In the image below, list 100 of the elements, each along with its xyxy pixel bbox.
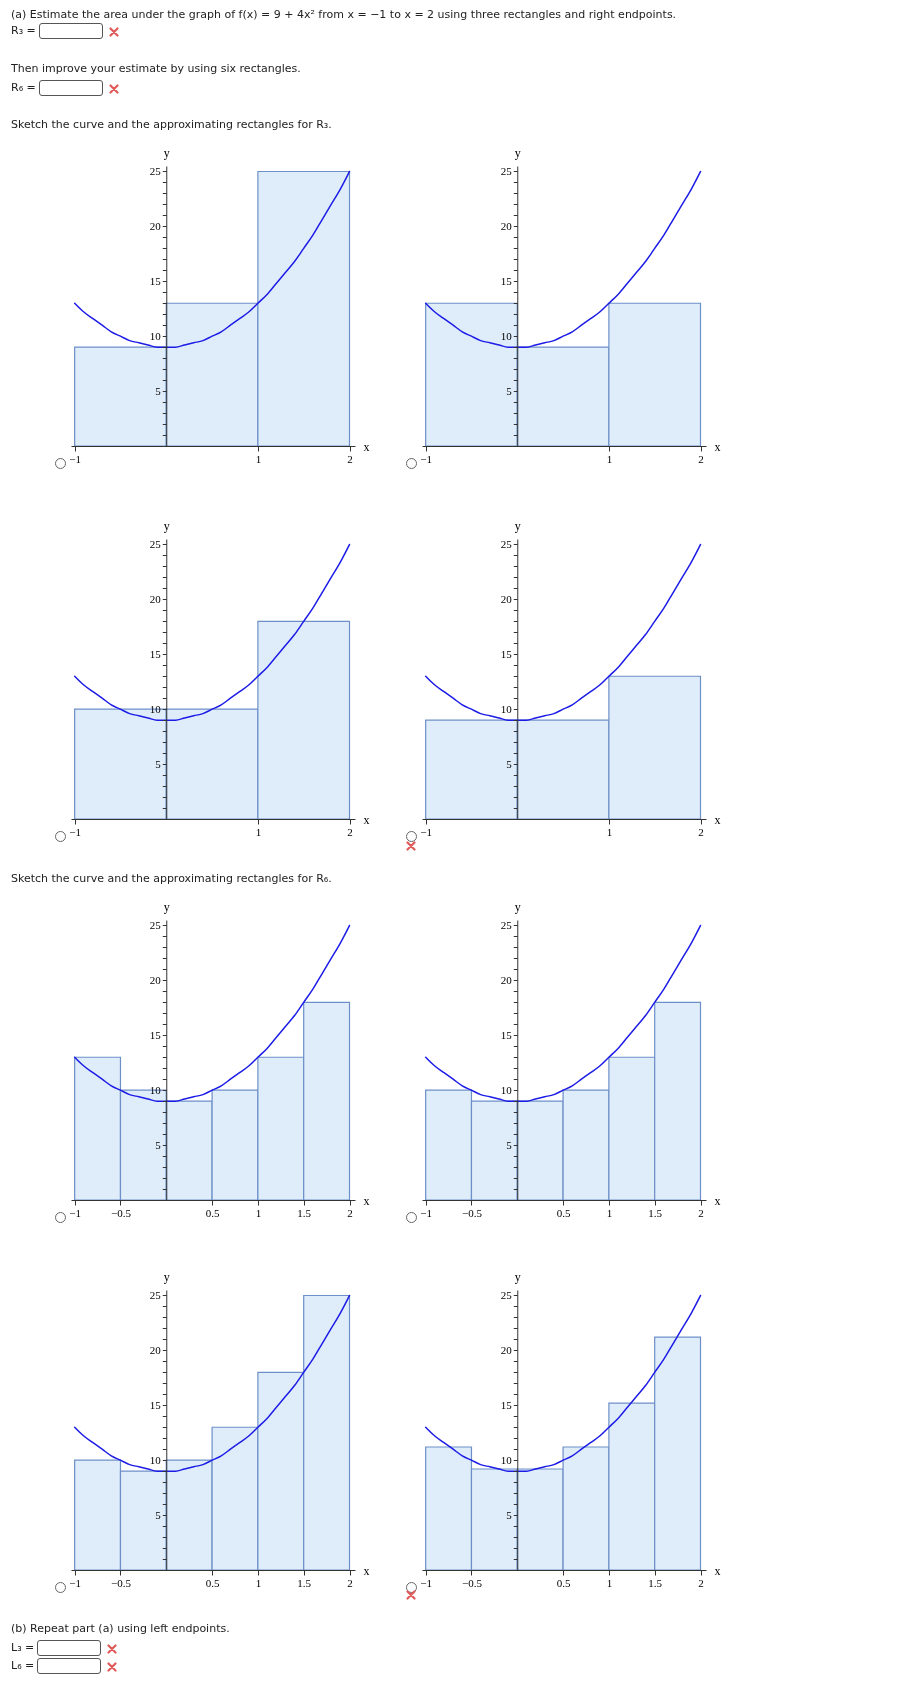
y-tick-label: 5 <box>155 757 162 770</box>
y-tick-label: 15 <box>149 1398 162 1411</box>
x-tick-label: −0.5 <box>461 1576 483 1588</box>
y-tick-label: 20 <box>149 973 162 986</box>
text: Then improve your estimate by using six rectangles. <box>11 61 301 77</box>
line-series <box>73 1294 351 1472</box>
x-tick-label: −1 <box>69 825 82 837</box>
x-axis-title: x <box>714 1193 721 1207</box>
y-tick-label: 10 <box>500 329 513 342</box>
x-tick-label: −1 <box>69 1206 82 1218</box>
text: R₆ = <box>11 80 36 96</box>
line-series <box>424 543 702 721</box>
x-tick-label: −1 <box>69 452 82 464</box>
y-axis-title: y <box>514 145 521 159</box>
y-tick-label: 15 <box>500 647 513 660</box>
y-axis-title: y <box>163 899 170 913</box>
x-axis-title: x <box>714 439 721 453</box>
y-tick-label: 10 <box>149 1453 162 1466</box>
x-tick-label: −1 <box>69 1576 82 1588</box>
text: R₃ = <box>11 23 36 39</box>
y-tick-label: 25 <box>500 1288 513 1301</box>
y-tick-label: 20 <box>500 1343 513 1356</box>
y-tick-label: 15 <box>500 1028 513 1041</box>
y-tick-label: 5 <box>155 1508 162 1521</box>
x-tick-label: 1.5 <box>297 1206 312 1218</box>
x-tick-label: 2 <box>698 452 704 464</box>
y-tick-label: 10 <box>500 1083 513 1096</box>
x-tick-label: −0.5 <box>110 1206 132 1218</box>
x-axis-title: x <box>363 1193 370 1207</box>
x-tick-label: 2 <box>347 825 353 837</box>
x-axis-title: x <box>714 1563 721 1577</box>
x-tick-label: 1 <box>606 825 613 837</box>
x-tick-label: 1.5 <box>648 1206 663 1218</box>
x-axis-title: x <box>363 1563 370 1577</box>
y-tick-label: 10 <box>500 1453 513 1466</box>
y-tick-label: 25 <box>500 537 513 550</box>
x-tick-label: 0.5 <box>205 1206 220 1218</box>
x-tick-label: 2 <box>698 825 704 837</box>
line-series <box>73 170 351 348</box>
y-tick-label: 25 <box>500 918 513 931</box>
text: Sketch the curve and the approximating rectangles for R₆. <box>11 871 332 887</box>
y-tick-label: 5 <box>506 757 513 770</box>
y-tick-label: 20 <box>500 592 513 605</box>
x-tick-label: 1.5 <box>648 1576 663 1588</box>
x-tick-label: 2 <box>698 1576 704 1588</box>
text: (a) Estimate the area under the graph of f(x) = 9 + 4x² from x = −1 to x = 2 using three rectangles and right endpoints. <box>11 7 677 23</box>
x-tick-label: 1 <box>606 452 613 464</box>
y-tick-label: 20 <box>500 973 513 986</box>
text: L₆ = <box>11 1658 35 1674</box>
y-tick-label: 15 <box>149 1028 162 1041</box>
x-tick-label: 1 <box>255 825 262 837</box>
y-tick-label: 25 <box>149 918 162 931</box>
y-axis-title: y <box>163 518 170 532</box>
x-tick-label: 1 <box>606 1206 613 1218</box>
text: Sketch the curve and the approximating rectangles for R₃. <box>11 117 332 133</box>
x-tick-label: 1 <box>255 452 262 464</box>
x-tick-label: 1.5 <box>297 1576 312 1588</box>
y-axis-title: y <box>163 145 170 159</box>
y-tick-label: 15 <box>500 1398 513 1411</box>
y-tick-label: 15 <box>149 274 162 287</box>
y-tick-label: 20 <box>500 219 513 232</box>
y-tick-label: 20 <box>149 592 162 605</box>
text: L₃ = <box>11 1640 35 1656</box>
x-tick-label: 2 <box>698 1206 704 1218</box>
x-tick-label: 2 <box>347 1576 353 1588</box>
y-tick-label: 25 <box>500 164 513 177</box>
x-tick-label: −1 <box>420 1206 433 1218</box>
x-tick-label: 1 <box>255 1576 262 1588</box>
y-tick-label: 10 <box>149 329 162 342</box>
line-series <box>424 924 702 1102</box>
y-tick-label: 25 <box>149 537 162 550</box>
y-axis-title: y <box>514 518 521 532</box>
y-tick-label: 5 <box>155 384 162 397</box>
x-axis-title: x <box>714 812 721 826</box>
y-tick-label: 5 <box>506 384 513 397</box>
line-series <box>424 1294 702 1472</box>
x-tick-label: −1 <box>420 452 433 464</box>
y-tick-label: 10 <box>500 702 513 715</box>
x-tick-label: −0.5 <box>110 1576 132 1588</box>
line-series <box>73 924 351 1102</box>
x-tick-label: 2 <box>347 1206 353 1218</box>
line-series <box>73 543 351 721</box>
y-tick-label: 10 <box>149 702 162 715</box>
y-tick-label: 25 <box>149 164 162 177</box>
y-tick-label: 25 <box>149 1288 162 1301</box>
x-tick-label: 0.5 <box>556 1576 571 1588</box>
x-tick-label: −0.5 <box>461 1206 483 1218</box>
line-series <box>424 170 702 348</box>
y-tick-label: 5 <box>506 1508 513 1521</box>
y-tick-label: 5 <box>506 1138 513 1151</box>
x-tick-label: 2 <box>347 452 353 464</box>
y-axis-title: y <box>514 899 521 913</box>
x-tick-label: −1 <box>420 1576 433 1588</box>
y-tick-label: 15 <box>149 647 162 660</box>
y-tick-label: 20 <box>149 1343 162 1356</box>
x-tick-label: −1 <box>420 825 433 837</box>
y-tick-label: 20 <box>149 219 162 232</box>
x-axis-title: x <box>363 812 370 826</box>
x-tick-label: 1 <box>255 1206 262 1218</box>
x-axis-title: x <box>363 439 370 453</box>
